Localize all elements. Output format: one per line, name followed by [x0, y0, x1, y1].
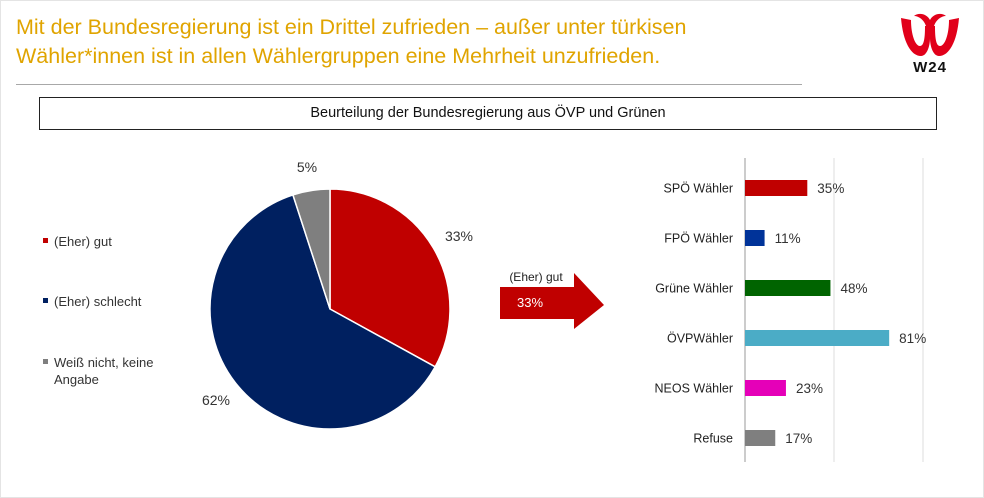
pie-slice-good [329, 188, 451, 368]
pie-label-bad: 62% [202, 392, 230, 408]
w24-logo-icon [901, 13, 959, 56]
bar-value-spo: 35% [817, 181, 844, 196]
bar-gruene [745, 280, 831, 296]
legend-item-unknown: Weiß nicht, keine Angabe [43, 354, 194, 388]
bar-neos [745, 380, 786, 396]
bar-fpo [745, 230, 765, 246]
headline-line-1: Mit der Bundesregierung ist ein Drittel … [16, 15, 687, 39]
page-headline: Mit der Bundesregierung ist ein Drittel … [16, 13, 866, 71]
bar-value-ovp: 81% [899, 331, 926, 346]
headline-line-2: Wähler*innen ist in allen Wählergruppen … [16, 44, 661, 68]
bar-category-fpo: FPÖ Wähler [664, 232, 733, 246]
bar-category-spo: SPÖ Wähler [664, 182, 733, 196]
pie-label-good: 33% [445, 228, 473, 244]
arrow-shape [500, 273, 604, 329]
legend-label-bad: (Eher) schlecht [54, 294, 142, 309]
legend-label-good: (Eher) gut [54, 234, 112, 249]
bar-refuse [745, 430, 776, 446]
bar-category-refuse: Refuse [693, 432, 733, 446]
bar-category-gruene: Grüne Wähler [655, 282, 733, 296]
legend-swatch-good [43, 238, 48, 244]
bar-value-fpo: 11% [775, 231, 801, 246]
legend-label-unknown: Weiß nicht, keine Angabe [54, 355, 154, 387]
pie-label-unknown: 5% [297, 159, 317, 175]
bar-category-ovp: ÖVPWähler [667, 332, 733, 346]
legend-item-bad: (Eher) schlecht [43, 293, 141, 310]
legend-swatch-bad [43, 298, 48, 304]
pie-slice-unknown [291, 188, 331, 310]
w24-logo: W24 [897, 12, 963, 76]
bar-value-neos: 23% [796, 381, 823, 396]
arrow-label: (Eher) gut [509, 270, 563, 284]
bar-category-neos: NEOS Wähler [655, 382, 734, 396]
legend-item-good: (Eher) gut [43, 233, 112, 250]
bar-value-refuse: 17% [785, 431, 812, 446]
bar-value-gruene: 48% [840, 281, 867, 296]
chart-title: Beurteilung der Bundesregierung aus ÖVP … [39, 97, 937, 130]
w24-logo-text: W24 [913, 59, 947, 76]
arrow-value: 33% [516, 295, 544, 310]
headline-divider [16, 84, 802, 85]
bar-spo [745, 180, 808, 196]
legend-swatch-unknown [43, 359, 48, 365]
bar-ovp [745, 330, 890, 346]
pie-slice-bad [209, 193, 437, 430]
